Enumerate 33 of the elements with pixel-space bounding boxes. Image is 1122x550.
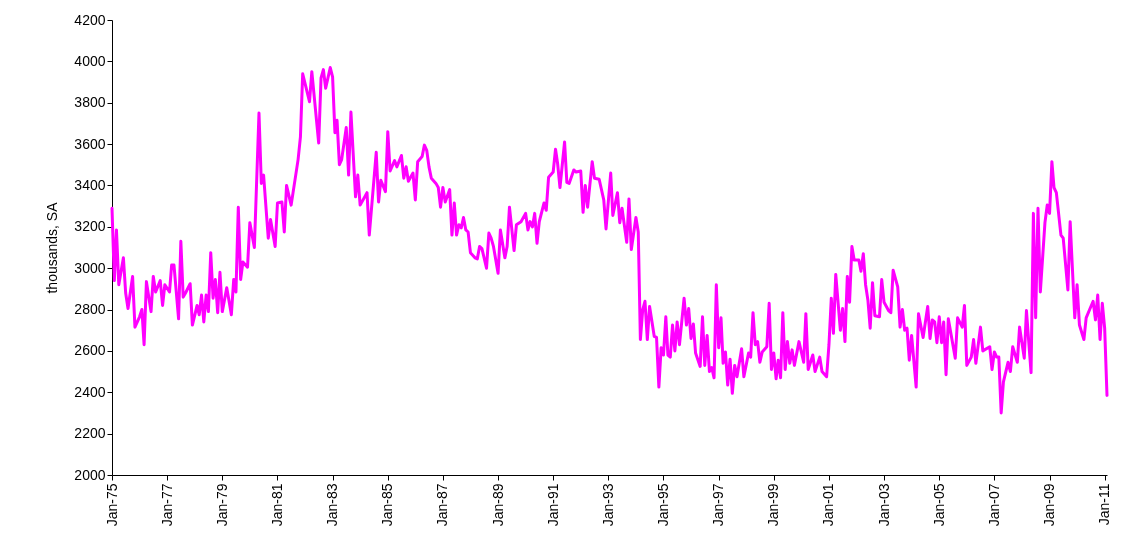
x-tick-label: Jan-93 [599, 483, 616, 527]
y-tick-label: 3400 [74, 176, 106, 193]
x-tick-label: Jan-07 [985, 483, 1002, 527]
y-tick-label: 4000 [74, 52, 106, 69]
y-tick-label: 3000 [74, 259, 106, 276]
y-tick-label: 3800 [74, 94, 106, 111]
y-tick-label: 4200 [74, 11, 106, 28]
x-tick-label: Jan-97 [710, 483, 727, 527]
x-tick-label: Jan-87 [434, 483, 451, 527]
x-tick-label: Jan-83 [324, 483, 341, 527]
x-tick-label: Jan-95 [654, 483, 671, 527]
line-series [110, 66, 1109, 415]
x-tick-label: Jan-99 [765, 483, 782, 527]
y-axis-title: thousands, SA [44, 201, 61, 294]
y-tick-label: 3200 [74, 218, 106, 235]
x-tick-label: Jan-81 [268, 483, 285, 527]
x-tick-label: Jan-11 [1096, 483, 1113, 526]
y-tick-label: 2800 [74, 301, 106, 318]
x-tick-label: Jan-91 [544, 483, 561, 527]
x-tick-label: Jan-85 [379, 483, 396, 527]
x-tick-label: Jan-77 [158, 483, 175, 527]
y-tick-label: 3600 [74, 135, 106, 152]
x-tick-label: Jan-75 [103, 483, 120, 527]
y-tick-label: 2600 [74, 342, 106, 359]
x-tick-label: Jan-09 [1041, 483, 1058, 527]
y-tick-label: 2200 [74, 425, 106, 442]
x-tick-label: Jan-03 [875, 483, 892, 527]
x-tick-label: Jan-89 [489, 483, 506, 527]
y-tick-label: 2000 [74, 466, 106, 483]
x-tick-label: Jan-79 [213, 483, 230, 527]
x-tick-label: Jan-01 [820, 483, 837, 527]
y-tick-label: 2400 [74, 383, 106, 400]
x-tick-label: Jan-05 [930, 483, 947, 527]
